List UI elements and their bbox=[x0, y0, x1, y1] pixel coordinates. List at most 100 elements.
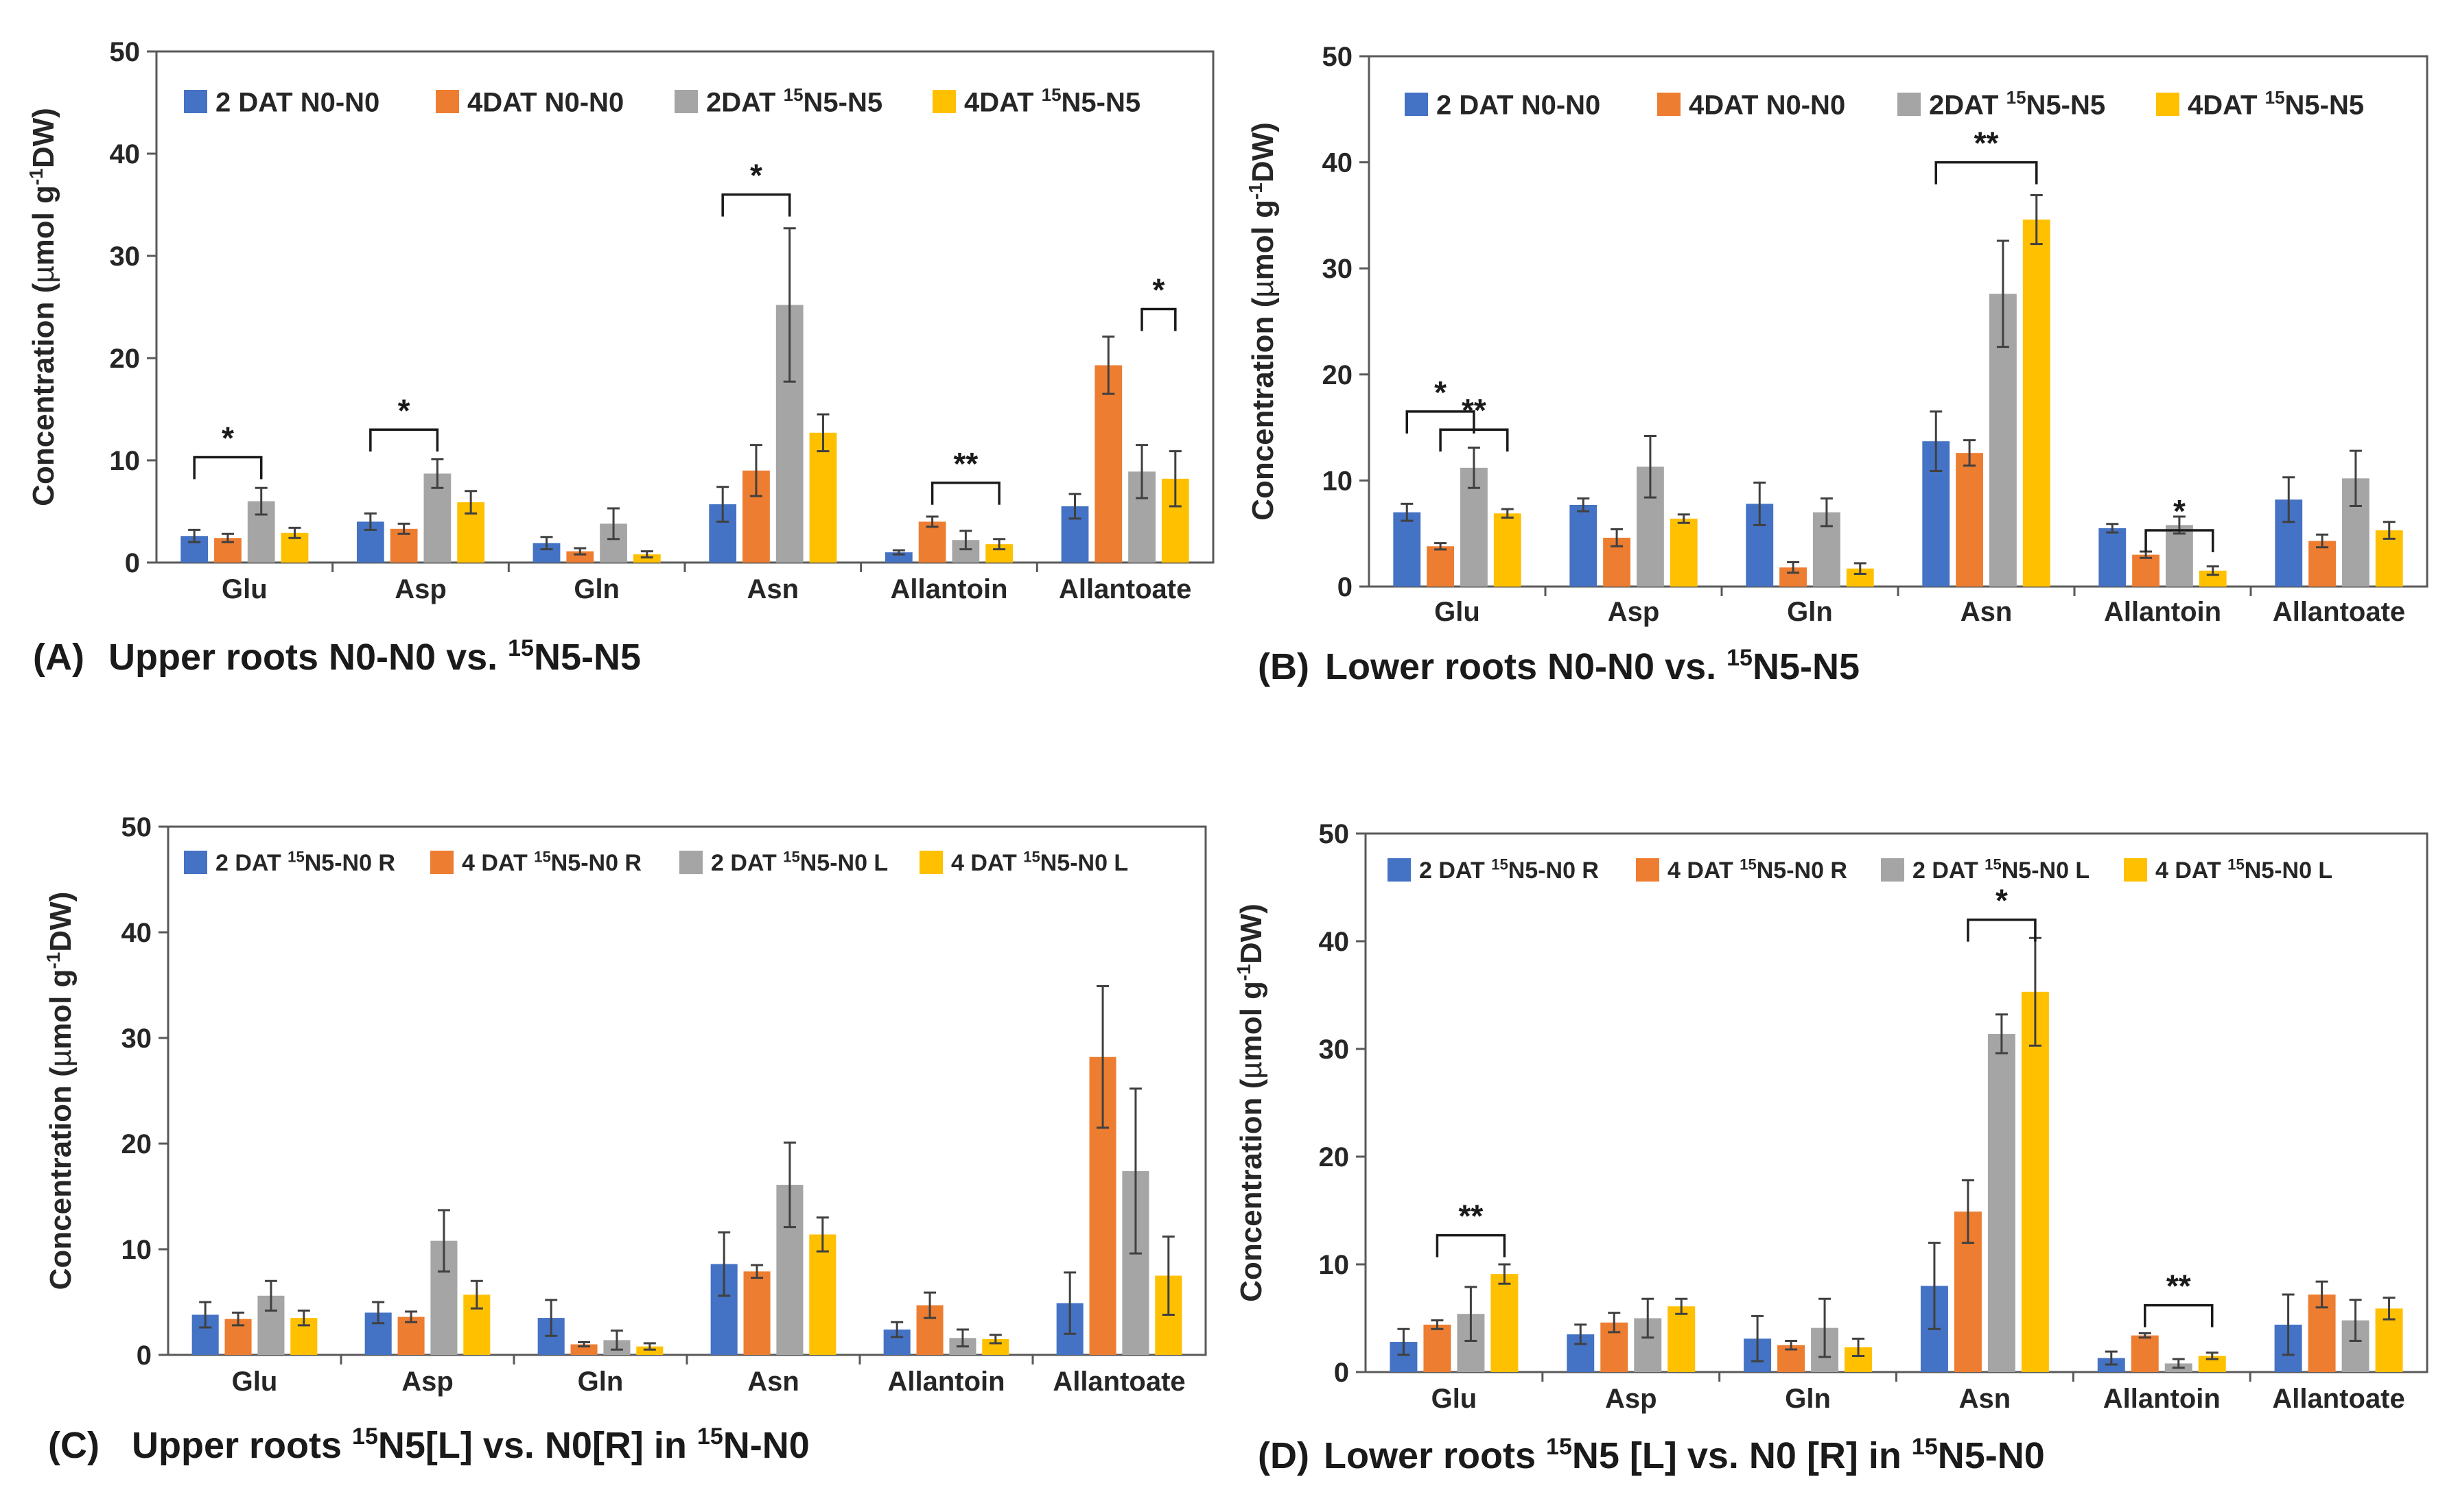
error-bar bbox=[926, 515, 939, 528]
y-tick-label: 20 bbox=[121, 1129, 152, 1159]
significance-bracket bbox=[369, 428, 439, 452]
significance-bracket bbox=[1439, 428, 1509, 452]
error-bar bbox=[1102, 335, 1115, 395]
bar bbox=[2198, 1356, 2226, 1372]
bar bbox=[2131, 1335, 2159, 1372]
panel-title-tail: N5-N5 bbox=[534, 637, 641, 678]
significance-bracket bbox=[193, 456, 263, 480]
error-bar bbox=[749, 444, 762, 497]
legend-label-sup: 15 bbox=[288, 848, 305, 865]
bar bbox=[2022, 220, 2050, 587]
y-tick-label: 40 bbox=[121, 918, 152, 948]
y-tick-label: 10 bbox=[121, 1235, 152, 1265]
y-axis-title-sup: -1 bbox=[1245, 182, 1266, 200]
significance-marker: ** bbox=[1459, 1198, 1484, 1234]
legend-label: 4 DAT 15N5-N0 R bbox=[462, 848, 642, 876]
error-bar bbox=[397, 522, 410, 535]
category-label: Gln bbox=[1787, 597, 1833, 627]
bar bbox=[2132, 554, 2160, 587]
y-tick-label: 0 bbox=[137, 1340, 152, 1371]
y-axis-title-tail: DW) bbox=[1234, 903, 1268, 964]
error-bar bbox=[1464, 1286, 1477, 1342]
legend-label-pre: 4DAT N0-N0 bbox=[1689, 90, 1845, 120]
legend-label: 2 DAT N0-N0 bbox=[215, 87, 379, 117]
y-tick-label: 0 bbox=[125, 548, 140, 578]
error-bar bbox=[716, 486, 729, 523]
error-bar bbox=[1431, 1319, 1444, 1330]
category-label: Allantoate bbox=[1059, 574, 1191, 604]
error-bar bbox=[2205, 1351, 2219, 1360]
bar bbox=[982, 1338, 1009, 1355]
category-label: Glu bbox=[1431, 1384, 1477, 1414]
significance-marker: ** bbox=[1462, 392, 1486, 428]
error-bar bbox=[1961, 1179, 1974, 1244]
panel-title-sup: 15 bbox=[508, 635, 534, 661]
legend-label: 2 DAT 15N5-N0 R bbox=[1419, 855, 1599, 884]
legend-swatch bbox=[430, 851, 454, 874]
legend-label-pre: 2 DAT bbox=[711, 850, 783, 876]
error-bar bbox=[1434, 542, 1447, 551]
error-bar bbox=[297, 1309, 310, 1327]
error-bar bbox=[1643, 434, 1657, 499]
significance-marker: * bbox=[1152, 272, 1164, 307]
panel-title: Upper roots N0-N0 vs. 15N5-N5 bbox=[108, 635, 641, 678]
error-bar bbox=[1097, 985, 1110, 1129]
error-bar bbox=[1401, 502, 1414, 522]
error-bar bbox=[1785, 1339, 1798, 1351]
error-bar bbox=[783, 227, 796, 383]
category-label: Gln bbox=[578, 1367, 624, 1397]
y-tick-label: 0 bbox=[1334, 1358, 1349, 1388]
legend-label: 4 DAT 15N5-N0 R bbox=[1667, 855, 1847, 884]
legend-label-post: N5-N5 bbox=[2285, 90, 2365, 120]
y-tick-label: 40 bbox=[1319, 927, 1350, 957]
legend-swatch bbox=[1897, 93, 1921, 116]
error-bar bbox=[2138, 1332, 2151, 1339]
error-bar bbox=[1136, 444, 1149, 499]
bar bbox=[885, 552, 913, 563]
significance-marker: * bbox=[750, 158, 762, 193]
y-axis-title: Concentration (µmol g-1DW) bbox=[1245, 122, 1280, 521]
y-axis-title-mu: µ bbox=[1234, 1061, 1268, 1078]
error-bar bbox=[1162, 1236, 1175, 1316]
error-bar bbox=[1675, 1297, 1688, 1315]
error-bar bbox=[1930, 410, 1943, 472]
significance-bracket bbox=[1934, 161, 2038, 185]
panel-title: Lower roots 15N5 [L] vs. N0 [R] in 15N5-… bbox=[1324, 1434, 2045, 1476]
error-bar bbox=[817, 413, 830, 453]
error-bar bbox=[1608, 1312, 1621, 1334]
y-tick-label: 0 bbox=[1337, 572, 1353, 602]
y-axis-title-sup: -1 bbox=[25, 168, 47, 185]
significance-marker: ** bbox=[2166, 1268, 2191, 1304]
significance-marker: ** bbox=[953, 446, 978, 482]
significance-bracket bbox=[1140, 307, 1177, 331]
error-bar bbox=[437, 1209, 450, 1273]
category-label: Allantoate bbox=[2272, 1384, 2404, 1414]
legend-label: 4 DAT 15N5-N0 L bbox=[2155, 855, 2332, 884]
error-bar bbox=[2172, 1358, 2185, 1369]
error-bar bbox=[2282, 1293, 2295, 1356]
bar bbox=[2308, 541, 2337, 587]
legend-label-sup: 15 bbox=[2265, 87, 2285, 108]
panel-b: 0 10 20 30 40 50 Concentration (µmol g-1DW) Glu… bbox=[1245, 42, 2428, 687]
bar bbox=[1393, 512, 1421, 587]
panel-title-sup: 15 bbox=[1546, 1434, 1572, 1460]
error-bar bbox=[2030, 194, 2043, 246]
legend-label: 2DAT 15N5-N5 bbox=[1929, 87, 2105, 120]
bar bbox=[809, 432, 837, 563]
error-bar bbox=[1751, 1314, 1764, 1362]
legend-swatch bbox=[1657, 93, 1681, 116]
error-bar bbox=[1397, 1327, 1410, 1356]
panel-title-tail2: N-N0 bbox=[723, 1425, 810, 1466]
legend-label-pre: 4 DAT bbox=[2155, 858, 2227, 884]
y-tick-label: 40 bbox=[110, 139, 141, 169]
bar bbox=[809, 1234, 836, 1355]
error-bar bbox=[2349, 1299, 2362, 1342]
legend-label-pre: 4DAT N0-N0 bbox=[467, 87, 624, 117]
panel-title-sup: 15 bbox=[352, 1424, 378, 1450]
error-bar bbox=[610, 1330, 623, 1351]
legend-label-pre: 4 DAT bbox=[951, 850, 1023, 876]
y-tick-label: 50 bbox=[110, 37, 141, 67]
legend-label-sup: 15 bbox=[784, 84, 804, 105]
category-label: Gln bbox=[1785, 1384, 1831, 1414]
panel-title-text: Upper roots bbox=[132, 1425, 352, 1466]
